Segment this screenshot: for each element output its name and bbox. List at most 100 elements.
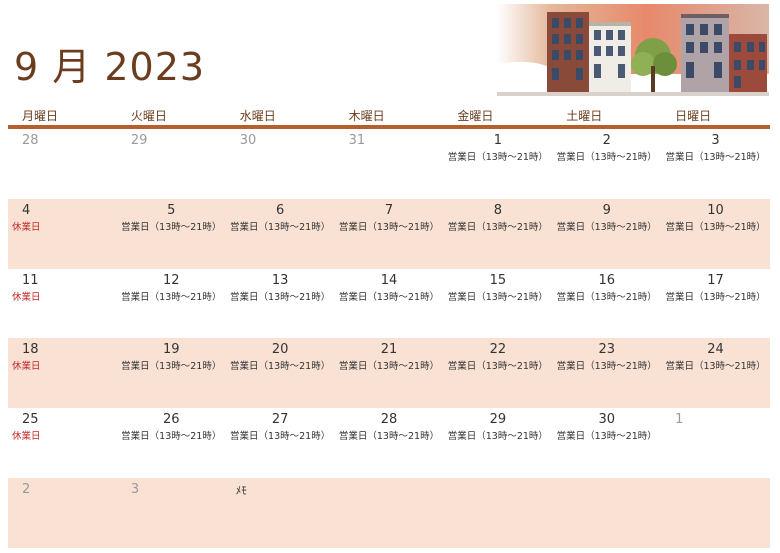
closed-day-note: 休業日 (12, 431, 41, 443)
day-number: 31 (348, 133, 366, 148)
business-hours-note: 営業日（13時〜21時） (556, 291, 657, 303)
day-cell: 17 営業日（13時〜21時） (661, 269, 770, 339)
business-hours-note: 営業日（13時〜21時） (556, 221, 657, 233)
business-hours-note: 営業日（13時〜21時） (338, 221, 440, 233)
business-hours-note: 営業日（13時〜21時） (447, 152, 548, 163)
day-number: 6 (275, 202, 285, 218)
day-cell (661, 478, 770, 548)
day-number: 26 (163, 412, 180, 428)
day-number: 2 (602, 133, 611, 148)
day-number: 9 (602, 202, 611, 218)
day-number: 29 (489, 412, 507, 428)
day-cell: 30 (226, 129, 335, 199)
closed-day-note: 休業日 (12, 221, 41, 233)
business-hours-note: 営業日（13時〜21時） (556, 361, 657, 373)
day-number: 1 (675, 412, 684, 428)
business-hours-note: 営業日（13時〜21時） (556, 431, 657, 443)
business-hours-note: 営業日（13時〜21時） (230, 221, 331, 233)
day-cell: 15 営業日（13時〜21時） (443, 269, 552, 339)
day-number: 12 (163, 272, 180, 288)
day-number: 18 (22, 342, 39, 358)
day-number: 8 (493, 202, 502, 218)
day-number: 30 (239, 133, 257, 148)
day-number: 3 (711, 133, 720, 148)
business-hours-note: 営業日（13時〜21時） (447, 361, 548, 373)
day-number: 19 (163, 342, 180, 358)
day-cell: 2 (8, 478, 117, 548)
weekday-label: 火曜日 (130, 109, 167, 123)
day-number: 22 (489, 342, 507, 358)
week-row: 28 29 30 31 1 営業日（13時〜21時） 2 営業日（13時〜21時） 3 営業日（1… (8, 129, 770, 199)
business-hours-note: 営業日（13時〜21時） (121, 361, 222, 373)
business-hours-note: 営業日（13時〜21時） (121, 291, 222, 303)
day-number: 28 (380, 412, 398, 428)
day-number: 15 (489, 272, 507, 288)
business-hours-note: 営業日（13時〜21時） (230, 291, 331, 303)
day-cell: 29 営業日（13時〜21時） (443, 408, 552, 478)
day-cell: 10 営業日（13時〜21時） (661, 199, 770, 269)
day-cell: 1 営業日（13時〜21時） (443, 129, 552, 199)
closed-day-note: 休業日 (12, 291, 41, 303)
weekday-label: 土曜日 (566, 109, 603, 123)
business-hours-note: 営業日（13時〜21時） (665, 152, 766, 163)
day-cell: 20 営業日（13時〜21時） (226, 338, 335, 408)
day-number: 17 (707, 272, 724, 288)
day-cell: 19 営業日（13時〜21時） (117, 338, 226, 408)
day-number: 25 (22, 412, 39, 428)
day-cell: 22 営業日（13時〜21時） (443, 338, 552, 408)
day-cell: 27 営業日（13時〜21時） (226, 408, 335, 478)
day-number: 7 (384, 202, 394, 218)
day-cell: 5 営業日（13時〜21時） (117, 199, 226, 269)
business-hours-note: 営業日（13時〜21時） (338, 361, 440, 373)
calendar-grid: 28 29 30 31 1 営業日（13時〜21時） 2 営業日（13時〜21時） 3 営業日（1… (8, 129, 770, 548)
day-number: 1 (493, 133, 502, 148)
day-cell: 18 休業日 (8, 338, 117, 408)
day-cell: 28 営業日（13時〜21時） (335, 408, 444, 478)
business-hours-note: 営業日（13時〜21時） (121, 431, 222, 443)
day-cell: 11 休業日 (8, 269, 117, 339)
day-number: 11 (22, 272, 39, 288)
day-cell: 7 営業日（13時〜21時） (335, 199, 444, 269)
day-number: 2 (22, 481, 31, 497)
day-cell: 16 営業日（13時〜21時） (552, 269, 661, 339)
day-number: 27 (271, 412, 289, 428)
week-row: 4 休業日 5 営業日（13時〜21時） 6 営業日（13時〜21時） 7 営業日（13時〜2… (8, 198, 770, 269)
day-cell: 6 営業日（13時〜21時） (226, 199, 335, 269)
business-hours-note: 営業日（13時〜21時） (230, 361, 331, 373)
weekday-label: 日曜日 (675, 109, 712, 123)
weekday-label: 木曜日 (348, 109, 385, 123)
weekday-label: 金曜日 (457, 109, 494, 123)
business-hours-note: 営業日（13時〜21時） (665, 221, 766, 233)
business-hours-note: 営業日（13時〜21時） (121, 221, 222, 233)
closed-day-note: 休業日 (12, 361, 41, 373)
day-cell: 23 営業日（13時〜21時） (552, 338, 661, 408)
day-number: 3 (130, 481, 140, 497)
day-cell: ﾒﾓ (226, 478, 335, 548)
day-cell (443, 478, 552, 548)
day-cell: 30 営業日（13時〜21時） (552, 408, 661, 478)
day-cell: 29 (117, 129, 226, 199)
day-number: 13 (271, 272, 289, 288)
weekday-header: 月曜日 火曜日 水曜日 木曜日 金曜日 土曜日 日曜日 (8, 106, 770, 126)
business-hours-note: 営業日（13時〜21時） (230, 431, 331, 443)
day-number: 16 (598, 272, 615, 288)
day-number: 20 (271, 342, 289, 358)
day-cell (335, 478, 444, 548)
day-number: 4 (22, 202, 31, 218)
day-cell: 24 営業日（13時〜21時） (661, 338, 770, 408)
day-number: 28 (22, 133, 39, 148)
memo-label: ﾒﾓ (235, 483, 247, 497)
day-cell: 4 休業日 (8, 199, 117, 269)
page-title: 9 月 2023 (14, 45, 206, 89)
business-hours-note: 営業日（13時〜21時） (447, 221, 548, 233)
day-cell: 8 営業日（13時〜21時） (443, 199, 552, 269)
townhouses-sunset-image (497, 4, 769, 96)
week-row: 18 休業日 19 営業日（13時〜21時） 20 営業日（13時〜21時） 21 営業日（1… (8, 338, 770, 409)
week-row: 25 休業日 26 営業日（13時〜21時） 27 営業日（13時〜21時） 28 営業日（1… (8, 408, 770, 478)
day-number: 30 (598, 412, 615, 428)
business-hours-note: 営業日（13時〜21時） (665, 361, 766, 373)
day-cell: 25 休業日 (8, 408, 117, 478)
day-cell: 12 営業日（13時〜21時） (117, 269, 226, 339)
day-cell: 3 (117, 478, 226, 548)
day-cell: 21 営業日（13時〜21時） (335, 338, 444, 408)
